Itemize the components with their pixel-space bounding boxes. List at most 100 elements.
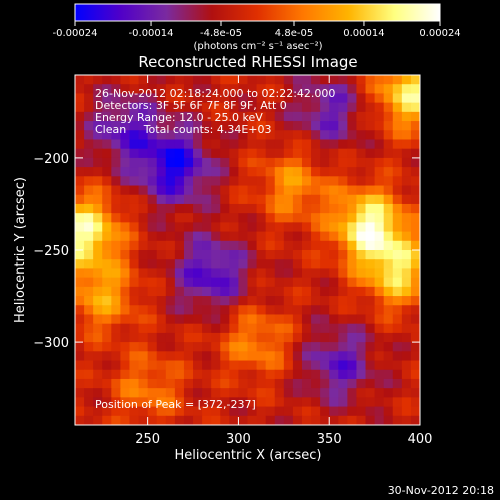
heatmap-cell [120,222,131,233]
heatmap-cell [374,121,385,131]
heatmap-cell [193,139,203,150]
heatmap-cell [183,351,194,362]
heatmap-cell [120,203,131,214]
heatmap-cell [392,185,403,196]
heatmap-cell [256,305,267,316]
heatmap-cell [211,388,221,398]
heatmap-cell [120,406,131,417]
heatmap-cell [102,222,112,233]
heatmap-cell [93,268,103,279]
heatmap-cell [220,222,230,233]
heatmap-cell [147,268,158,279]
heatmap-cell [75,167,85,177]
heatmap-cell [292,75,303,85]
heatmap-cell [392,194,403,205]
heatmap-cell [301,185,312,196]
heatmap-cell [165,139,176,150]
heatmap-cell [365,222,376,233]
heatmap-cell [283,157,294,168]
heatmap-cell [120,360,131,371]
heatmap-cell [147,167,158,177]
heatmap-cell [265,332,276,343]
heatmap-cell [93,351,103,362]
heatmap-cell [283,388,294,398]
heatmap-cell [383,415,394,425]
heatmap-cell [274,296,285,306]
heatmap-cell [202,84,212,95]
heatmap-cell [365,277,376,288]
heatmap-cell [75,296,85,306]
heatmap-cell [229,130,240,141]
heatmap-cell [138,415,149,425]
heatmap-cell [356,167,367,177]
heatmap-cell [292,378,303,389]
heatmap-cell [129,130,140,141]
heatmap-cell [156,84,167,95]
heatmap-cell [174,250,185,260]
heatmap-cell [84,121,94,131]
heatmap-cell [401,111,412,122]
heatmap-cell [247,176,258,187]
heatmap-cell [238,167,249,177]
heatmap-cell [156,305,167,316]
heatmap-cell [311,167,321,177]
heatmap-cell [229,176,240,187]
heatmap-cell [111,332,121,343]
heatmap-cell [338,93,348,104]
heatmap-cell [102,342,112,352]
heatmap-cell [392,351,403,362]
heatmap-cell [75,369,85,380]
heatmap-cell [129,314,140,325]
heatmap-cell [220,305,230,316]
heatmap-cell [138,268,149,279]
annotation-energy-range: Energy Range: 12.0 - 25.0 keV [95,111,263,124]
heatmap-cell [102,102,112,113]
heatmap-cell [120,323,131,334]
heatmap-cell [383,167,394,177]
heatmap-cell [202,296,212,306]
heatmap-cell [374,231,385,242]
heatmap-cell [238,250,249,260]
heatmap-cell [75,240,85,251]
heatmap-cell [147,369,158,380]
heatmap-cell [129,121,140,131]
heatmap-cell [111,314,121,325]
heatmap-cell [265,111,276,122]
heatmap-cell [138,231,149,242]
heatmap-cell [247,111,258,122]
heatmap-cell [165,75,176,85]
heatmap-cell [401,314,412,325]
heatmap-cell [392,415,403,425]
heatmap-cell [356,323,367,334]
heatmap-cell [75,203,85,214]
heatmap-cell [274,360,285,371]
heatmap-cell [392,378,403,389]
heatmap-cell [392,305,403,316]
heatmap-cell [383,360,394,371]
heatmap-cell [84,130,94,141]
heatmap-cell [320,213,330,223]
heatmap-cell [220,415,230,425]
heatmap-cell [256,102,267,113]
heatmap-cell [383,378,394,389]
heatmap-cell [274,203,285,214]
heatmap-cell [311,305,321,316]
heatmap-cell [274,102,285,113]
heatmap-cell [265,203,276,214]
heatmap-cell [301,111,312,122]
heatmap-cell [220,130,230,141]
heatmap-cell [75,176,85,187]
heatmap-cell [220,268,230,279]
heatmap-cell [129,185,140,196]
heatmap-cell [256,111,267,122]
heatmap-cell [129,93,140,104]
heatmap-cell [202,406,212,417]
heatmap-cell [283,351,294,362]
heatmap-cell [283,342,294,352]
heatmap-cell [338,360,348,371]
heatmap-cell [193,323,203,334]
heatmap-cell [320,360,330,371]
heatmap-cell [256,268,267,279]
heatmap-cell [338,259,348,270]
heatmap-cell [374,194,385,205]
